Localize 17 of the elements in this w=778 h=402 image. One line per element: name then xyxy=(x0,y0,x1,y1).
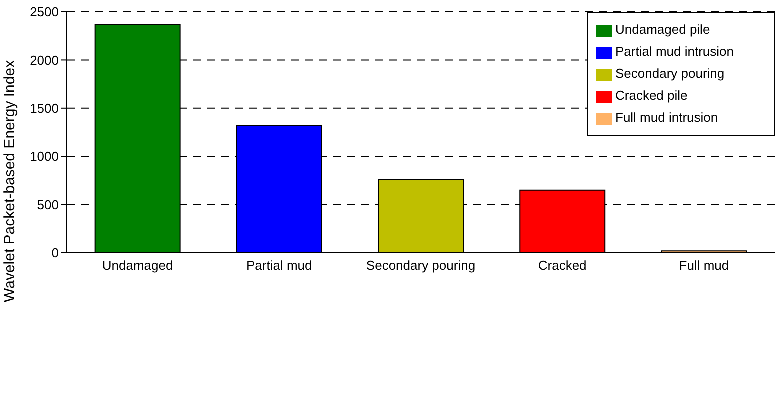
y-tick-label: 2500 xyxy=(30,4,59,20)
x-tick-label: Full mud xyxy=(679,258,730,274)
y-axis-title: Wavelet Packet-based Energy Index xyxy=(1,60,18,302)
legend-label: Cracked pile xyxy=(616,88,688,103)
legend-label: Undamaged pile xyxy=(616,22,710,37)
y-tick-label: 1000 xyxy=(30,149,59,164)
y-tick-label: 0 xyxy=(52,246,59,261)
x-tick-label: Secondary pouring xyxy=(366,258,476,274)
legend-label: Full mud intrusion xyxy=(616,110,718,125)
legend-label: Partial mud intrusion xyxy=(616,44,734,59)
x-tick-label: Partial mud xyxy=(246,258,312,274)
x-tick-label: Undamaged xyxy=(102,258,174,274)
y-tick-label: 500 xyxy=(37,197,59,212)
x-tick-label: Cracked xyxy=(538,258,587,274)
y-tick-label: 2000 xyxy=(30,52,59,68)
legend-label: Secondary pouring xyxy=(616,66,725,81)
y-tick-label: 1500 xyxy=(30,101,59,116)
